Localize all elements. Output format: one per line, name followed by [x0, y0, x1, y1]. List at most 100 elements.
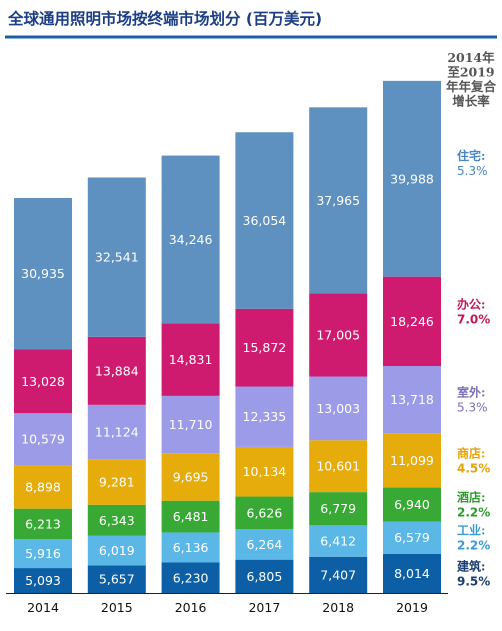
bar-segment-2016-2 — [161, 500, 220, 533]
x-axis: 2014 2015 2016 2017 2018 2019 — [6, 593, 448, 615]
legend-series-cagr-3: 4.5% — [457, 461, 490, 475]
legend-series-cagr-1: 2.2% — [457, 539, 490, 553]
bar-segment-2019-6 — [383, 80, 441, 277]
bar-segment-2015-4 — [87, 404, 146, 460]
value-label-2016-5: 14,831 — [169, 352, 213, 367]
value-label-2019-5: 18,246 — [390, 314, 434, 329]
legend-series-name-5: 办公: — [457, 296, 485, 311]
legend-series-name-3: 商店: — [457, 445, 485, 460]
bar-segment-2019-0 — [383, 553, 441, 593]
bar-segment-2017-1 — [235, 529, 294, 560]
legend-series-cagr-2: 2.2% — [457, 506, 490, 520]
cagr-legend: 2014年至2019 年年复合增长率建筑:9.5%工业:2.2%酒店:2.2%商店… — [446, 50, 497, 588]
bar-segment-2016-4 — [161, 395, 220, 454]
bar-segment-2014-5 — [14, 349, 72, 414]
value-label-2016-6: 34,246 — [169, 232, 213, 247]
bar-segment-2018-5 — [309, 293, 368, 377]
bar-segment-2018-2 — [309, 492, 368, 526]
bar-segment-2016-1 — [161, 532, 220, 563]
value-label-2018-0: 7,407 — [320, 567, 356, 582]
value-label-2017-0: 6,805 — [247, 569, 283, 584]
x-tick-label-2019: 2019 — [396, 600, 428, 615]
bar-segment-2017-3 — [235, 446, 294, 497]
value-label-2015-0: 5,657 — [99, 572, 135, 587]
legend-series-name-4: 室外: — [457, 385, 485, 400]
bar-segment-2019-4 — [383, 366, 441, 434]
bar-segment-2015-3 — [87, 459, 146, 505]
value-label-2016-0: 6,230 — [173, 570, 209, 585]
value-label-2014-3: 8,898 — [25, 479, 61, 494]
bar-segment-2015-5 — [87, 336, 146, 405]
bar-segment-2015-1 — [87, 535, 146, 566]
value-label-2017-1: 6,264 — [247, 537, 283, 552]
bar-segment-2017-4 — [235, 386, 294, 447]
legend-series-cagr-6: 5.3% — [457, 164, 488, 178]
legend-series-cagr-0: 9.5% — [457, 574, 490, 588]
bar-segment-2014-1 — [14, 539, 72, 569]
x-tick-label-2017: 2017 — [248, 600, 280, 615]
value-label-2017-6: 36,054 — [243, 213, 287, 228]
chart-title: 全球通用照明市场按终端市场划分 (百万美元) — [7, 9, 322, 28]
bar-segment-2018-4 — [309, 376, 368, 441]
value-label-2015-3: 9,281 — [99, 475, 135, 490]
bar-segment-2014-2 — [14, 508, 72, 540]
x-tick-label-2016: 2016 — [175, 600, 207, 615]
value-label-2019-4: 13,718 — [390, 392, 434, 407]
value-label-2016-3: 9,695 — [173, 469, 209, 484]
x-tick-label-2018: 2018 — [322, 600, 354, 615]
value-label-2019-3: 11,099 — [390, 453, 434, 468]
value-label-2018-2: 6,779 — [320, 501, 356, 516]
value-labels-layer: 5,093 5,916 6,213 8,898 10,579 13,028 30,935 5,… — [21, 171, 434, 588]
bar-segment-2018-1 — [309, 525, 368, 557]
bar-segment-2014-0 — [14, 568, 72, 593]
bar-segment-2014-4 — [14, 413, 72, 466]
value-label-2015-1: 6,019 — [99, 543, 135, 558]
value-label-2014-1: 5,916 — [25, 546, 61, 561]
legend-series-name-6: 住宅: — [457, 148, 485, 163]
value-label-2015-5: 13,884 — [95, 363, 139, 378]
bar-segment-2015-6 — [87, 177, 146, 337]
bar-segment-2018-6 — [309, 107, 368, 294]
value-label-2018-3: 10,601 — [316, 459, 360, 474]
value-label-2019-2: 6,940 — [394, 497, 430, 512]
value-label-2014-6: 30,935 — [21, 266, 65, 281]
value-label-2019-0: 8,014 — [394, 566, 430, 581]
value-label-2018-5: 17,005 — [316, 327, 360, 342]
value-label-2016-1: 6,136 — [173, 540, 209, 555]
bars-layer — [14, 80, 441, 593]
legend-series-name-2: 酒店: — [457, 490, 485, 505]
bar-segment-2014-3 — [14, 465, 72, 509]
cagr-header: 2014年至2019 年年复合增长率 — [446, 50, 497, 109]
bar-segment-2016-6 — [161, 155, 220, 324]
bar-segment-2019-3 — [383, 433, 441, 488]
bar-segment-2019-1 — [383, 521, 441, 554]
bar-segment-2015-0 — [87, 565, 146, 593]
value-label-2016-2: 6,481 — [173, 509, 209, 524]
bar-segment-2018-0 — [309, 556, 368, 593]
value-label-2019-6: 39,988 — [390, 171, 434, 186]
value-label-2017-3: 10,134 — [243, 464, 287, 479]
legend-series-cagr-5: 7.0% — [457, 312, 490, 326]
bar-segment-2016-0 — [161, 562, 220, 593]
legend-series-name-1: 工业: — [457, 523, 485, 538]
x-tick-label-2014: 2014 — [27, 600, 59, 615]
value-label-2015-6: 32,541 — [95, 250, 139, 265]
value-label-2015-2: 6,343 — [99, 513, 135, 528]
bar-segment-2017-5 — [235, 308, 294, 387]
x-tick-label-2015: 2015 — [101, 600, 133, 615]
value-label-2016-4: 11,710 — [169, 417, 213, 432]
bar-segment-2019-5 — [383, 276, 441, 367]
value-label-2014-2: 6,213 — [25, 516, 61, 531]
bar-segment-2018-3 — [309, 440, 368, 493]
value-label-2017-2: 6,626 — [247, 505, 283, 520]
bar-segment-2016-3 — [161, 453, 220, 501]
bar-segment-2019-2 — [383, 487, 441, 522]
bar-segment-2017-0 — [235, 559, 294, 593]
legend-series-cagr-4: 5.3% — [457, 401, 488, 415]
value-label-2017-4: 12,335 — [243, 409, 287, 424]
legend-series-name-0: 建筑: — [456, 558, 485, 573]
bar-segment-2015-2 — [87, 504, 146, 536]
bar-segment-2017-6 — [235, 132, 294, 309]
bar-segment-2017-2 — [235, 496, 294, 529]
